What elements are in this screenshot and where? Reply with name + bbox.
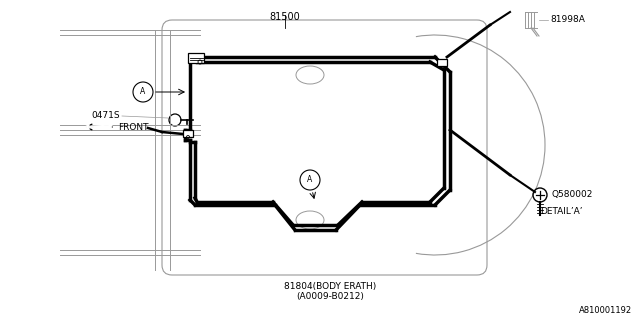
Text: (A0009-B0212): (A0009-B0212) bbox=[296, 292, 364, 301]
Text: DETAIL’A’: DETAIL’A’ bbox=[540, 207, 582, 217]
Text: A: A bbox=[140, 87, 146, 97]
Text: Q580002: Q580002 bbox=[552, 190, 593, 199]
Text: A810001192: A810001192 bbox=[579, 306, 632, 315]
Bar bbox=[437, 59, 447, 66]
Text: A: A bbox=[307, 175, 312, 185]
Text: 81500: 81500 bbox=[269, 12, 300, 22]
Bar bbox=[188, 53, 204, 63]
Text: 81804(BODY ERATH): 81804(BODY ERATH) bbox=[284, 282, 376, 291]
Text: 0471S: 0471S bbox=[92, 110, 120, 119]
Bar bbox=[183, 130, 193, 137]
Text: FRONT: FRONT bbox=[118, 123, 148, 132]
Text: 81998A: 81998A bbox=[550, 15, 585, 25]
